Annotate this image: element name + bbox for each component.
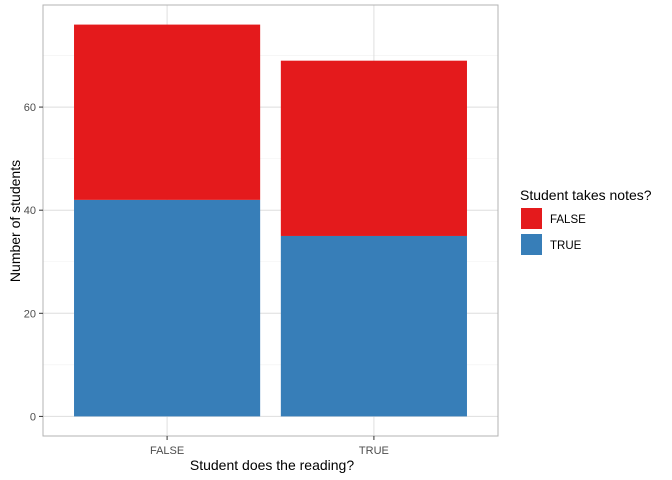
bars xyxy=(74,24,467,417)
y-tick-label: 60 xyxy=(24,102,36,114)
x-tick-label: FALSE xyxy=(150,445,184,457)
y-axis: 0 20 40 60 xyxy=(24,102,43,423)
bar-false-true xyxy=(74,199,261,417)
x-axis-title: Student does the reading? xyxy=(190,457,354,473)
legend-label-true: TRUE xyxy=(550,240,582,252)
legend-key-false xyxy=(521,208,542,229)
plot-panel-border xyxy=(42,4,499,437)
legend-key-true xyxy=(521,234,542,255)
y-axis-title: Number of students xyxy=(7,160,23,282)
legend-label-false: FALSE xyxy=(550,214,586,226)
bar-true-true xyxy=(280,235,467,417)
bar-false-false xyxy=(74,24,261,200)
x-tick-label: TRUE xyxy=(359,445,389,457)
y-tick-label: 20 xyxy=(24,308,36,320)
y-tick-label: 0 xyxy=(30,411,36,423)
legend: Student takes notes? FALSE TRUE xyxy=(520,187,652,255)
x-axis: FALSE TRUE xyxy=(150,436,389,457)
y-tick-label: 40 xyxy=(24,205,36,217)
legend-title: Student takes notes? xyxy=(520,187,652,203)
bar-true-false xyxy=(280,60,467,236)
